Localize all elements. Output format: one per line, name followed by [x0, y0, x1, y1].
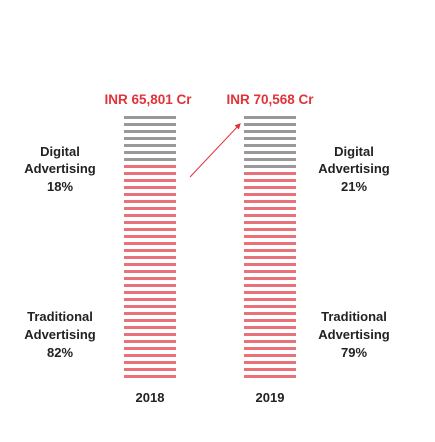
stripe-digital-advertising-2019 [244, 116, 296, 119]
stripe-traditional-advertising-2018 [124, 326, 176, 329]
bar-2019 [244, 116, 296, 378]
stripe-traditional-advertising-2019 [244, 186, 296, 189]
stripe-digital-advertising-2018 [124, 116, 176, 119]
stripe-traditional-advertising-2018 [124, 193, 176, 196]
stripe-traditional-advertising-2018 [124, 284, 176, 287]
stripe-traditional-advertising-2018 [124, 186, 176, 189]
stripe-digital-advertising-2019 [244, 137, 296, 140]
stripe-traditional-advertising-2018 [124, 340, 176, 343]
stripe-traditional-advertising-2019 [244, 179, 296, 182]
stripe-digital-advertising-2019 [244, 123, 296, 126]
stripe-traditional-advertising-2018 [124, 361, 176, 364]
bar-2018 [124, 116, 176, 378]
stripe-traditional-advertising-2019 [244, 200, 296, 203]
stripe-traditional-advertising-2018 [124, 312, 176, 315]
stripe-traditional-advertising-2019 [244, 319, 296, 322]
stripe-traditional-advertising-2019 [244, 193, 296, 196]
stripe-traditional-advertising-2018 [124, 319, 176, 322]
stripe-digital-advertising-2018 [124, 123, 176, 126]
stripe-traditional-advertising-2019 [244, 172, 296, 175]
stripe-digital-advertising-2019 [244, 144, 296, 147]
digital-label-line1-2019: Digital [334, 144, 374, 159]
stripe-traditional-advertising-2018 [124, 165, 176, 168]
year-label-2018: 2018 [136, 390, 165, 405]
stripe-digital-advertising-2018 [124, 137, 176, 140]
stripe-traditional-advertising-2019 [244, 221, 296, 224]
stripe-digital-advertising-2019 [244, 151, 296, 154]
traditional-value-2018: 82% [47, 345, 73, 360]
stripe-traditional-advertising-2019 [244, 256, 296, 259]
stripe-digital-advertising-2018 [124, 130, 176, 133]
stripe-traditional-advertising-2018 [124, 214, 176, 217]
digital-label-line2-2018: Advertising [24, 161, 96, 176]
stripe-traditional-advertising-2018 [124, 270, 176, 273]
stripe-traditional-advertising-2018 [124, 172, 176, 175]
stripe-traditional-advertising-2019 [244, 235, 296, 238]
stripe-traditional-advertising-2018 [124, 242, 176, 245]
stripe-traditional-advertising-2019 [244, 375, 296, 378]
stripe-traditional-advertising-2018 [124, 333, 176, 336]
stripe-traditional-advertising-2018 [124, 200, 176, 203]
stripe-traditional-advertising-2019 [244, 333, 296, 336]
stripe-traditional-advertising-2018 [124, 298, 176, 301]
stripe-traditional-advertising-2019 [244, 228, 296, 231]
stripe-traditional-advertising-2018 [124, 179, 176, 182]
stripe-traditional-advertising-2018 [124, 305, 176, 308]
stripe-traditional-advertising-2019 [244, 340, 296, 343]
stripe-traditional-advertising-2019 [244, 347, 296, 350]
stripe-traditional-advertising-2019 [244, 368, 296, 371]
stripe-digital-advertising-2018 [124, 144, 176, 147]
digital-value-2018: 18% [47, 179, 73, 194]
stripe-traditional-advertising-2018 [124, 256, 176, 259]
stripe-traditional-advertising-2018 [124, 347, 176, 350]
stripe-traditional-advertising-2019 [244, 284, 296, 287]
stripe-traditional-advertising-2018 [124, 354, 176, 357]
digital-label-line2-2019: Advertising [318, 161, 390, 176]
stripe-traditional-advertising-2019 [244, 354, 296, 357]
stripe-traditional-advertising-2019 [244, 270, 296, 273]
traditional-label-line2-2018: Advertising [24, 327, 96, 342]
stripe-traditional-advertising-2018 [124, 375, 176, 378]
stripe-digital-advertising-2019 [244, 158, 296, 161]
stripe-traditional-advertising-2018 [124, 228, 176, 231]
stripe-traditional-advertising-2018 [124, 291, 176, 294]
stripe-traditional-advertising-2019 [244, 207, 296, 210]
stripe-digital-advertising-2019 [244, 130, 296, 133]
stripe-traditional-advertising-2019 [244, 242, 296, 245]
stripe-traditional-advertising-2018 [124, 368, 176, 371]
stripe-traditional-advertising-2019 [244, 305, 296, 308]
traditional-label-line1-2018: Traditional [27, 309, 93, 324]
stripe-traditional-advertising-2019 [244, 214, 296, 217]
stripe-traditional-advertising-2019 [244, 291, 296, 294]
stripe-traditional-advertising-2019 [244, 312, 296, 315]
stripe-traditional-advertising-2018 [124, 235, 176, 238]
stripe-traditional-advertising-2019 [244, 277, 296, 280]
stripe-traditional-advertising-2018 [124, 221, 176, 224]
stripe-traditional-advertising-2018 [124, 277, 176, 280]
stripe-digital-advertising-2019 [244, 165, 296, 168]
traditional-label-line2-2019: Advertising [318, 327, 390, 342]
growth-arrow [189, 123, 241, 178]
stripe-traditional-advertising-2019 [244, 326, 296, 329]
stripe-traditional-advertising-2018 [124, 207, 176, 210]
stripe-traditional-advertising-2019 [244, 249, 296, 252]
digital-value-2019: 21% [341, 179, 367, 194]
traditional-value-2019: 79% [341, 345, 367, 360]
stripe-traditional-advertising-2018 [124, 263, 176, 266]
digital-label-line1-2018: Digital [40, 144, 80, 159]
stripe-digital-advertising-2018 [124, 158, 176, 161]
stripe-traditional-advertising-2019 [244, 263, 296, 266]
total-label-2019: INR 70,568 Cr [226, 92, 314, 107]
stripe-traditional-advertising-2019 [244, 298, 296, 301]
stripe-traditional-advertising-2019 [244, 361, 296, 364]
stripe-digital-advertising-2018 [124, 151, 176, 154]
total-label-2018: INR 65,801 Cr [104, 92, 192, 107]
stripe-traditional-advertising-2018 [124, 249, 176, 252]
traditional-label-line1-2019: Traditional [321, 309, 387, 324]
year-label-2019: 2019 [256, 390, 285, 405]
